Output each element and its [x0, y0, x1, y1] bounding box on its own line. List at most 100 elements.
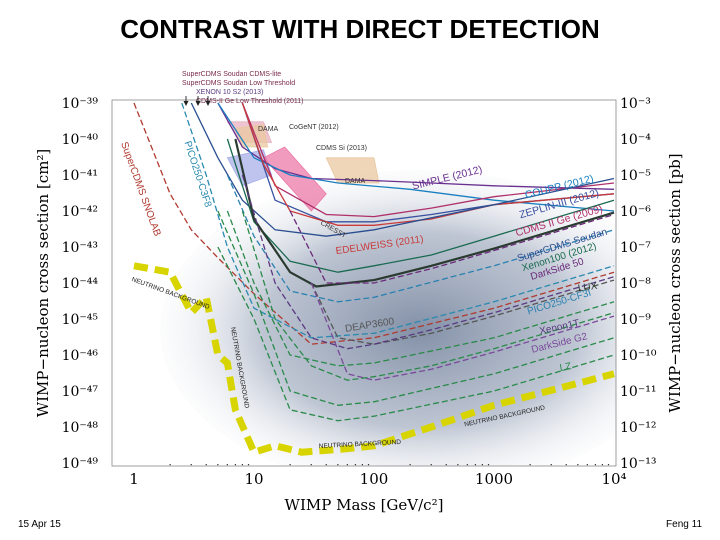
- y-tick-label-right: 10⁻⁹: [620, 312, 651, 328]
- x-minor-tick: [337, 464, 339, 466]
- region-dama2: [325, 157, 380, 184]
- region-label-dama: DAMA: [258, 126, 279, 133]
- series-line-supercdms-soudan: [190, 102, 615, 237]
- x-minor-tick: [481, 464, 483, 466]
- x-tick-label: 10⁴: [601, 470, 626, 488]
- y-tick-label-left: 10⁻⁴⁴: [62, 276, 99, 292]
- x-minor-tick: [577, 464, 579, 466]
- series-line-coupp-2012-: [217, 102, 615, 212]
- x-minor-tick: [594, 464, 597, 466]
- neutrino-background-label: NEUTRINO BACKGROUND: [319, 439, 402, 450]
- series-line-simple-2012-: [217, 102, 615, 190]
- x-minor-tick: [445, 464, 447, 466]
- y-tick-label-left: 10⁻⁴¹: [62, 168, 98, 184]
- region-label-group-dama: DAMA: [258, 126, 279, 133]
- top-label-arrowhead: [195, 101, 201, 106]
- x-minor-tick: [310, 464, 312, 466]
- y-axis-label-right: WIMP−nucleon cross section [pb]: [666, 153, 684, 412]
- x-tick-label: 100: [360, 470, 389, 488]
- y-tick-label-right: 10⁻¹⁰: [620, 348, 657, 364]
- region-label-group-cogent: CoGeNT (2012): [289, 124, 339, 131]
- x-axis-label: WIMP Mass [GeV/c²]: [285, 496, 444, 514]
- y-tick-label-left: 10⁻⁴⁸: [62, 420, 99, 436]
- slide-title: CONTRAST WITH DIRECT DETECTION: [120, 14, 600, 44]
- neutrino-background-line: [133, 262, 615, 457]
- top-label: SuperCDMS Soudan CDMS-lite: [182, 71, 281, 78]
- x-minor-tick: [241, 464, 243, 466]
- y-tick-label-left: 10⁻⁴⁶: [62, 348, 99, 364]
- y-tick-label-right: 10⁻⁶: [620, 204, 651, 220]
- top-label: XENON 10 S2 (2013): [196, 89, 263, 96]
- series-label-lux: LUX: [577, 281, 598, 295]
- y-tick-label-right: 10⁻¹²: [620, 420, 656, 436]
- x-minor-tick: [409, 464, 411, 466]
- series-line-deap3600: [310, 279, 615, 345]
- x-minor-tick: [234, 464, 237, 466]
- y-tick-label-left: 10⁻⁴⁵: [62, 312, 99, 328]
- region-label-group-dama2: DAMA: [345, 178, 366, 185]
- x-minor-tick: [361, 464, 363, 466]
- plot-frame: [111, 99, 617, 467]
- y-tick-label-left: 10⁻³⁹: [62, 96, 99, 112]
- x-minor-tick: [457, 464, 459, 466]
- x-minor-tick: [325, 464, 327, 466]
- region-label-cdms-si: CDMS Si (2013): [316, 145, 367, 152]
- x-minor-tick: [205, 464, 207, 466]
- series-line-lz: [241, 210, 615, 381]
- x-minor-tick: [169, 464, 171, 466]
- top-label: CDMS-II Ge Low Threshold (2011): [196, 98, 304, 105]
- x-minor-tick: [607, 464, 610, 466]
- y-tick-label-right: 10⁻⁵: [620, 168, 651, 184]
- x-minor-tick: [601, 464, 603, 466]
- y-tick-label-left: 10⁻⁴²: [62, 204, 98, 220]
- x-tick-label: 1000: [475, 470, 513, 488]
- top-label-arrowhead: [205, 101, 211, 106]
- y-tick-label-left: 10⁻⁴⁹: [62, 456, 99, 472]
- x-minor-tick: [346, 464, 348, 466]
- y-tick-label-right: 10⁻⁴: [620, 132, 651, 148]
- x-minor-tick: [217, 464, 219, 466]
- footer-page: Feng 11: [666, 519, 702, 530]
- x-minor-tick: [586, 464, 588, 466]
- series-line-pico250-cf3i: [226, 174, 615, 303]
- x-minor-tick: [529, 464, 531, 466]
- series-line-projection-green-2: [217, 210, 615, 406]
- region-label-cogent: CoGeNT (2012): [289, 124, 339, 131]
- x-minor-tick: [247, 464, 250, 466]
- region-label-group-cdms si: CDMS Si (2013): [316, 145, 367, 152]
- x-minor-tick: [367, 464, 370, 466]
- y-tick-label-right: 10⁻¹¹: [620, 384, 656, 400]
- series-line-projection-green-1: [226, 210, 615, 367]
- region-label-dama2: DAMA: [345, 178, 366, 185]
- x-minor-tick: [474, 464, 477, 466]
- series-line-projection-green-3: [217, 246, 615, 422]
- x-minor-tick: [430, 464, 432, 466]
- x-minor-tick: [550, 464, 552, 466]
- x-tick-label: 1: [129, 470, 139, 488]
- y-tick-label-right: 10⁻³: [620, 96, 651, 112]
- series-label-lz: LZ: [559, 361, 572, 374]
- y-axis-label: WIMP−nucleon cross section [cm²]: [34, 149, 52, 418]
- x-minor-tick: [289, 464, 291, 466]
- y-tick-label-right: 10⁻⁸: [620, 276, 651, 292]
- x-minor-tick: [487, 464, 490, 466]
- x-minor-tick: [466, 464, 468, 466]
- y-tick-label-left: 10⁻⁴³: [62, 240, 98, 256]
- x-minor-tick: [354, 464, 357, 466]
- x-tick-label: 10: [244, 470, 263, 488]
- y-tick-label-right: 10⁻⁷: [620, 240, 651, 256]
- y-tick-label-right: 10⁻¹³: [620, 456, 656, 472]
- series-line-darkside-50: [289, 210, 615, 284]
- x-minor-tick: [226, 464, 228, 466]
- top-label-arrowhead: [183, 101, 189, 106]
- region-cresst: [262, 146, 327, 212]
- x-minor-tick: [565, 464, 567, 466]
- footer-date: 15 Apr 15: [18, 519, 61, 530]
- series-line-darkside-g2: [310, 282, 615, 381]
- y-tick-label-left: 10⁻⁴⁷: [62, 384, 99, 400]
- series-line-xenon1t: [241, 174, 615, 350]
- y-tick-label-left: 10⁻⁴⁰: [62, 132, 99, 148]
- x-minor-tick: [190, 464, 192, 466]
- top-label: SuperCDMS Soudan Low Threshold: [182, 80, 295, 87]
